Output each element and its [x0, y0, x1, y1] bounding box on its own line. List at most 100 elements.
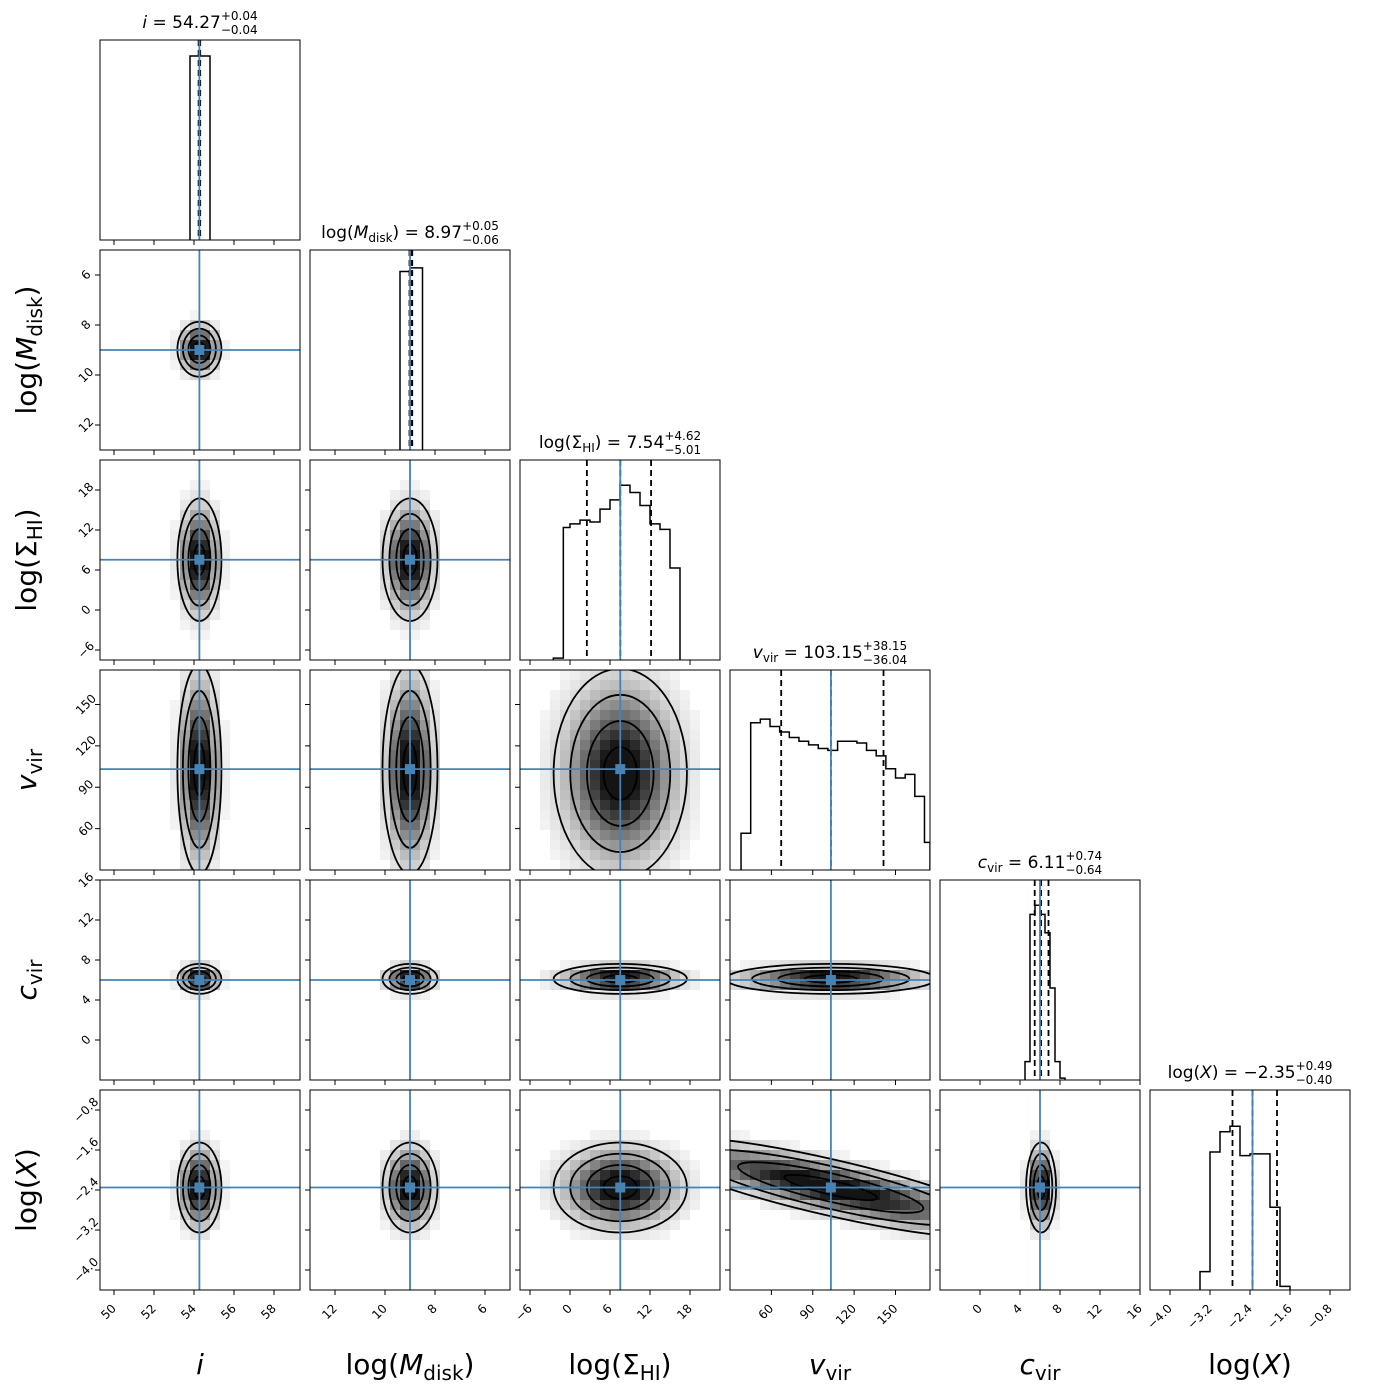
y-axis-label-log_x: log(X)	[10, 1148, 43, 1232]
contour-3	[552, 670, 688, 870]
truth-marker	[1035, 1182, 1045, 1193]
y-tick-label: 60	[76, 818, 97, 839]
y-tick-label: 0	[78, 1032, 93, 1047]
frame-4-2	[519, 879, 721, 1081]
y-tick-label: 10	[76, 365, 97, 386]
title-plus: +0.04	[221, 9, 258, 23]
frame-3-2	[519, 669, 721, 871]
title-i: i = 54.27+0.04	[142, 9, 257, 33]
title-sub: HI	[582, 441, 595, 455]
contour-3	[730, 1136, 930, 1239]
title-minus-log_sigma_hi: −5.01	[664, 443, 701, 457]
x-axis-label-log_mdisk: log(Mdisk)	[346, 1348, 475, 1385]
truth-marker	[405, 1182, 415, 1193]
y-axis-label-v_vir: vvir	[10, 748, 47, 791]
x-axis-label-i: i	[196, 1348, 204, 1381]
histogram-log_sigma_hi	[552, 460, 681, 660]
title-sym: c	[978, 853, 988, 873]
histogram-v_vir	[740, 670, 930, 870]
title-v_vir: vvir = 103.15+38.15	[753, 639, 907, 665]
title-minus-log_x: −0.40	[1296, 1073, 1333, 1087]
histogram-i	[189, 40, 211, 240]
density-panel-log_x-vs-c_vir	[940, 1090, 1140, 1290]
truth-marker	[194, 975, 205, 985]
title-rest: = 103.15	[778, 643, 863, 663]
x-tick-label: 150	[874, 1301, 900, 1327]
x-tick-label: 4	[1010, 1301, 1025, 1316]
contour-2	[730, 1148, 930, 1227]
y-tick-label: 12	[76, 910, 97, 931]
frame-5-5	[1149, 1089, 1351, 1291]
title-minus-c_vir: −0.64	[1065, 863, 1102, 877]
frame-4-4	[939, 879, 1141, 1081]
density-panel-v_vir-vs-log_sigma_hi	[520, 670, 720, 870]
title-plus: +0.74	[1065, 849, 1102, 863]
title-pre: log(	[1168, 1063, 1201, 1083]
frame-2-2	[519, 459, 721, 661]
title-rest: = 54.27	[147, 13, 221, 33]
density-panel-v_vir-vs-log_mdisk	[310, 670, 510, 870]
frame-1-0	[99, 249, 301, 451]
x-tick-label: 60	[756, 1301, 777, 1322]
truth-marker	[615, 1182, 626, 1193]
title-plus: +4.62	[664, 429, 701, 443]
x-tick-label: 54	[178, 1301, 199, 1322]
y-tick-label: 12	[76, 520, 97, 541]
density-panel-log_sigma_hi-vs-log_mdisk	[310, 460, 510, 660]
density-panel-log_mdisk-vs-i	[100, 250, 300, 450]
x-tick-label: 120	[833, 1301, 859, 1327]
title-sub: vir	[987, 861, 1002, 875]
x-axis-label-c_vir: cvir	[1019, 1348, 1061, 1385]
title-sym: M	[354, 223, 369, 243]
title-minus-log_mdisk: −0.06	[462, 233, 499, 247]
title-sub: disk	[368, 231, 392, 245]
x-tick-label: 6	[600, 1301, 615, 1316]
truth-marker	[615, 975, 626, 985]
frame-3-0	[99, 669, 301, 871]
truth-marker	[405, 764, 415, 775]
frame-1-1	[309, 249, 511, 451]
contour-1	[737, 1161, 925, 1214]
title-rest: = 6.11	[1003, 853, 1066, 873]
x-tick-label: 12	[319, 1301, 340, 1322]
truth-marker	[194, 554, 205, 565]
x-tick-label: 16	[1124, 1301, 1145, 1322]
histogram-log_x	[1199, 1090, 1291, 1290]
y-axis-label-log_sigma_hi: log(ΣHI)	[10, 508, 47, 611]
density-panel-v_vir-vs-i	[100, 670, 300, 870]
density-panel-c_vir-vs-i	[100, 880, 300, 1080]
density-panel-log_x-vs-log_mdisk	[310, 1090, 510, 1290]
y-tick-label: 6	[78, 562, 93, 577]
x-axis-label-v_vir: vvir	[809, 1348, 852, 1385]
truth-marker	[615, 764, 626, 775]
y-axis-label-c_vir: cvir	[10, 959, 47, 1001]
x-tick-label: 18	[674, 1301, 695, 1322]
x-tick-label: 50	[98, 1301, 119, 1322]
frame-2-0	[99, 459, 301, 661]
y-tick-label: 16	[76, 870, 97, 891]
density-panel-log_x-vs-v_vir	[730, 1090, 930, 1290]
x-tick-label: −3.2	[1184, 1301, 1215, 1332]
histogram-c_vir	[1024, 880, 1066, 1080]
x-tick-label: 8	[425, 1301, 440, 1316]
title-sub: vir	[763, 651, 778, 665]
y-tick-label: 8	[78, 952, 93, 967]
y-tick-label: −6	[75, 639, 97, 661]
y-tick-label: 12	[76, 415, 97, 436]
x-tick-label: −6	[513, 1301, 535, 1323]
density-panel-c_vir-vs-v_vir	[730, 880, 930, 1080]
title-log_mdisk: log(Mdisk) = 8.97+0.05	[321, 219, 499, 245]
x-tick-label: 12	[634, 1301, 655, 1322]
title-plus: +38.15	[863, 639, 907, 653]
title-sym: Σ	[571, 433, 582, 453]
frame-3-3	[729, 669, 931, 871]
title-minus-v_vir: −36.04	[863, 653, 907, 667]
frame-2-1	[309, 459, 511, 661]
y-tick-label: 120	[73, 733, 99, 759]
density-panel-log_x-vs-log_sigma_hi	[520, 1090, 720, 1290]
title-log_sigma_hi: log(ΣHI) = 7.54+4.62	[539, 429, 701, 455]
title-pre: log(	[321, 223, 354, 243]
title-minus-i: −0.04	[221, 23, 258, 37]
frame-0-0	[99, 39, 301, 241]
